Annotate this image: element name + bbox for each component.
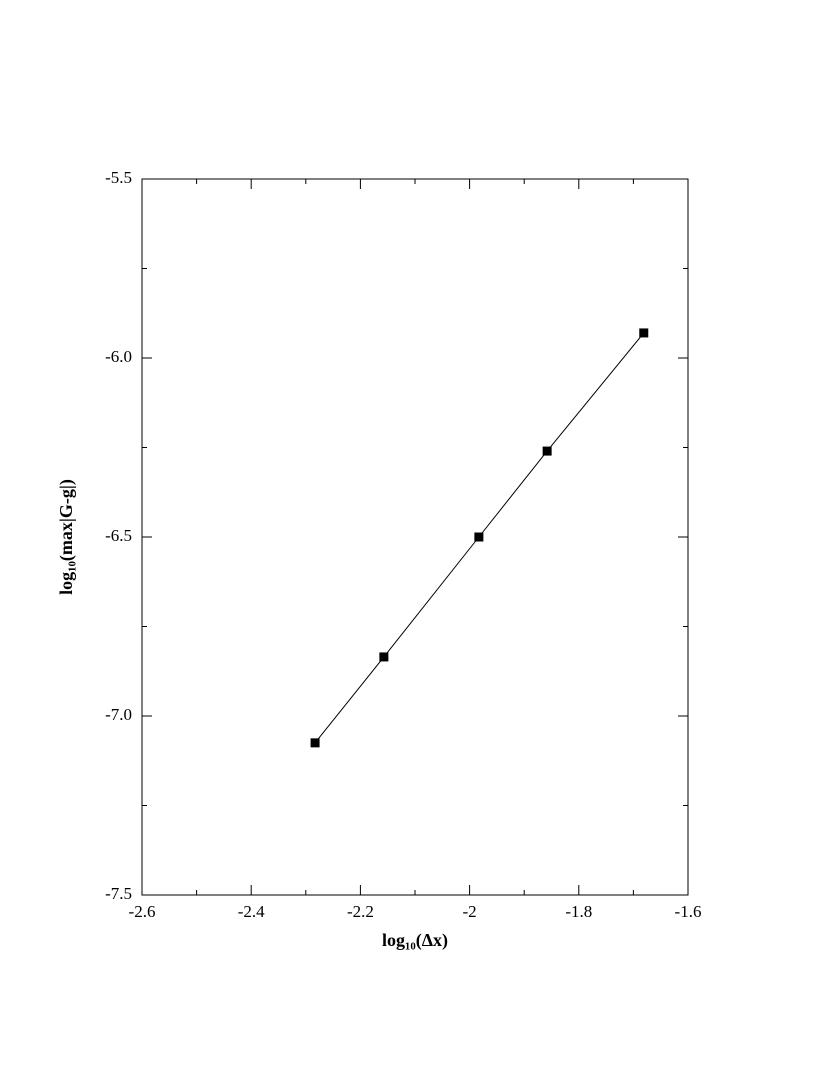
x-tick-label: -1.6 — [675, 902, 702, 921]
marker — [639, 328, 649, 338]
y-tick-label: -6.0 — [105, 347, 132, 366]
x-tick-label: -2.2 — [347, 902, 374, 921]
y-tick-label: -7.0 — [105, 705, 132, 724]
x-tick-label: -1.8 — [565, 902, 592, 921]
marker — [379, 652, 389, 662]
marker — [310, 738, 320, 748]
x-axis-label: log₁₀(Δx) — [382, 930, 448, 951]
y-tick-label: -5.5 — [105, 168, 132, 187]
y-tick-label: -6.5 — [105, 526, 132, 545]
x-tick-label: -2 — [463, 902, 477, 921]
y-axis-label: log₁₀(max|G-g|) — [56, 479, 77, 595]
marker — [542, 446, 552, 456]
y-tick-label: -7.5 — [105, 884, 132, 903]
marker — [474, 532, 484, 542]
x-tick-label: -2.4 — [238, 902, 265, 921]
x-tick-label: -2.6 — [129, 902, 156, 921]
plot-frame — [141, 178, 689, 896]
